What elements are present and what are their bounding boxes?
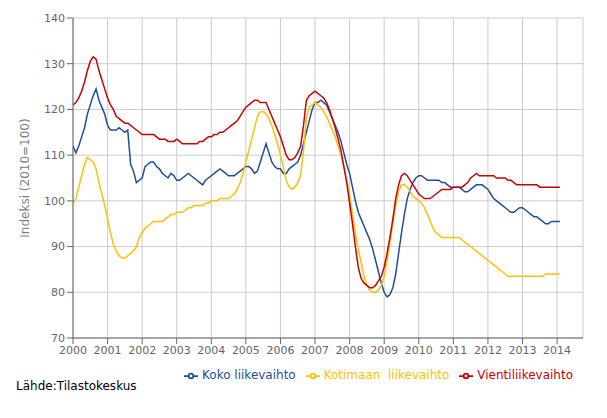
svg-text:2014: 2014 [543,344,571,357]
svg-text:2011: 2011 [439,344,467,357]
svg-text:2001: 2001 [94,344,122,357]
svg-text:2000: 2000 [59,344,87,357]
svg-text:130: 130 [44,58,65,71]
svg-text:2012: 2012 [474,344,502,357]
html-text:Koko liikevaihto: Koko liikevaihto [202,368,296,382]
svg-text:2010: 2010 [405,344,433,357]
html-text:Lähde:Tilastokeskus: Lähde:Tilastokeskus [16,379,137,393]
svg-text:120: 120 [44,103,65,116]
svg-text:80: 80 [51,286,65,299]
svg-text:Indeksi (2010=100): Indeksi (2010=100) [18,118,32,237]
svg-text:2005: 2005 [232,344,260,357]
svg-text:2007: 2007 [301,344,329,357]
svg-text:140: 140 [44,12,65,25]
svg-text:90: 90 [51,240,65,253]
html-text:Vientiliikevaihto: Vientiliikevaihto [477,368,573,382]
svg-text:70: 70 [51,332,65,345]
svg-text:2008: 2008 [336,344,364,357]
svg-text:2002: 2002 [128,344,156,357]
html-text:Kotimaan liikevaihto: Kotimaan liikevaihto [323,368,450,382]
svg-text:2003: 2003 [163,344,191,357]
svg-text:2006: 2006 [266,344,294,357]
svg-text:2004: 2004 [197,344,225,357]
svg-text:100: 100 [44,195,65,208]
svg-text:2013: 2013 [508,344,536,357]
svg-text:2009: 2009 [370,344,398,357]
svg-text:110: 110 [44,149,65,162]
